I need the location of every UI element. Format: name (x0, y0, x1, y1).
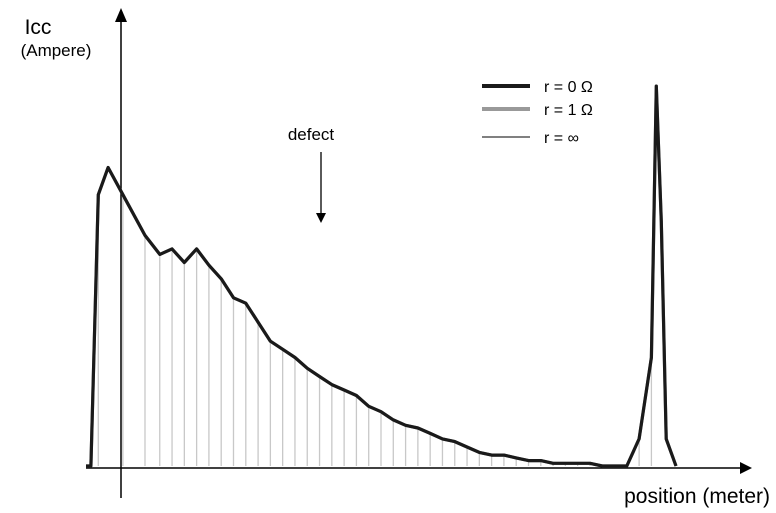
y-axis-label: Icc (25, 16, 52, 39)
x-axis-label: position (meter) (624, 485, 770, 508)
defect-annotation-label: defect (288, 125, 335, 144)
legend: r = 0 Ω r = 1 Ω r = ∞ (464, 72, 640, 222)
legend-label-r1: r = 1 Ω (544, 102, 593, 119)
vertical-grid-lines (97, 194, 653, 466)
legend-label-r0: r = 0 Ω (544, 79, 593, 96)
y-axis-unit-label: (Ampere) (21, 41, 92, 60)
legend-label-rinf: r = ∞ (544, 130, 579, 147)
series-group (86, 84, 678, 468)
series-line-r0 (86, 84, 678, 468)
y-axis-arrow (115, 8, 127, 22)
x-axis-arrow (740, 462, 752, 474)
legend-box (464, 72, 640, 222)
